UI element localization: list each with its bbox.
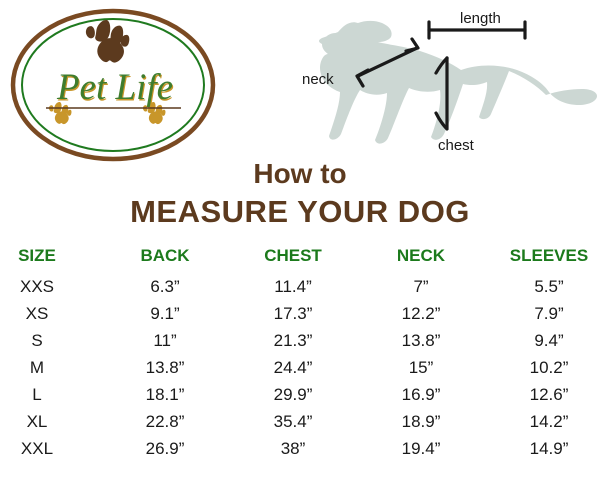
svg-text:chest: chest — [438, 137, 475, 154]
svg-text:Pet Life: Pet Life — [56, 67, 173, 108]
svg-text:length: length — [460, 10, 501, 27]
svg-text:neck: neck — [302, 71, 334, 88]
